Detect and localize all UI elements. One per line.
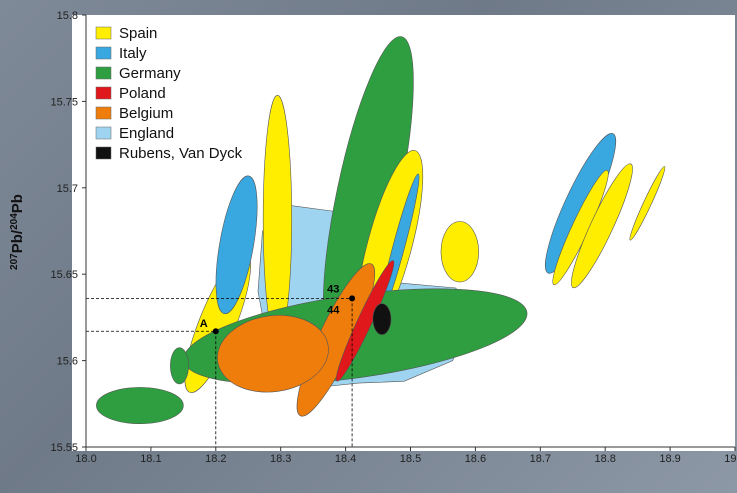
field-germany-14 bbox=[96, 387, 184, 424]
legend-label-poland: Poland bbox=[119, 85, 166, 102]
sample-point-1 bbox=[349, 295, 356, 302]
x-tick-label-6: 18.6 bbox=[465, 453, 486, 465]
field-spain-11 bbox=[629, 166, 666, 241]
y-axis-label-sup1: 207 bbox=[9, 253, 20, 270]
field-spain-2 bbox=[262, 95, 293, 343]
y-tick-label-5: 15.8 bbox=[57, 10, 78, 22]
legend-label-rubens: Rubens, Van Dyck bbox=[119, 145, 243, 162]
legend-swatch-belgium bbox=[95, 106, 112, 120]
y-axis-label: 207Pb/204Pb bbox=[9, 194, 26, 270]
y-tick-label-2: 15.65 bbox=[50, 269, 78, 281]
y-tick-label-4: 15.75 bbox=[50, 96, 78, 108]
legend-label-italy: Italy bbox=[119, 45, 147, 62]
field-italy-6 bbox=[215, 175, 258, 315]
x-tick-label-10: 19.0 bbox=[724, 453, 737, 465]
sample-point-0 bbox=[212, 328, 219, 335]
legend-swatch-england bbox=[95, 126, 112, 140]
field-rubens-18 bbox=[372, 303, 392, 335]
annotations-layer: A 43 44 bbox=[86, 283, 356, 447]
x-tick-label-9: 18.9 bbox=[659, 453, 680, 465]
field-spain-7 bbox=[440, 221, 479, 283]
legend-swatch-poland bbox=[95, 86, 112, 100]
legend-swatch-spain bbox=[95, 26, 112, 40]
x-tick-label-5: 18.5 bbox=[400, 453, 421, 465]
legend-label-england: England bbox=[119, 125, 174, 142]
y-tick-label-1: 15.6 bbox=[57, 356, 78, 368]
legend: Spain Italy Germany Poland Belgium England Rub… bbox=[95, 25, 243, 162]
y-axis-label-base2: Pb bbox=[9, 194, 26, 213]
legend-swatch-germany bbox=[95, 66, 112, 80]
x-tick-label-4: 18.4 bbox=[335, 453, 356, 465]
y-tick-label-3: 15.7 bbox=[57, 183, 78, 195]
annotation-label-A: A bbox=[200, 318, 208, 330]
field-poland-17 bbox=[335, 260, 395, 382]
y-tick-label-0: 15.55 bbox=[50, 442, 78, 454]
x-tick-label-2: 18.2 bbox=[205, 453, 226, 465]
legend-swatch-rubens bbox=[95, 146, 112, 160]
y-axis-label-base1: Pb/ bbox=[9, 229, 26, 253]
legend-label-germany: Germany bbox=[119, 65, 181, 82]
field-germany-13 bbox=[170, 347, 189, 385]
x-tick-label-7: 18.7 bbox=[530, 453, 551, 465]
legend-label-belgium: Belgium bbox=[119, 105, 173, 122]
annotation-label-43: 43 bbox=[327, 283, 339, 295]
legend-swatch-italy bbox=[95, 46, 112, 60]
y-axis-label-sup2: 204 bbox=[9, 213, 20, 230]
fields-layer bbox=[96, 36, 666, 424]
annotation-label-44: 44 bbox=[327, 304, 340, 316]
field-belgium-16 bbox=[217, 314, 329, 393]
x-tick-label-3: 18.3 bbox=[270, 453, 291, 465]
x-tick-label-0: 18.0 bbox=[75, 453, 96, 465]
x-ticks: 18.0 18.1 18.2 18.3 18.4 18.5 18.6 18.7 18.8 18.9… bbox=[75, 447, 737, 465]
x-tick-label-1: 18.1 bbox=[140, 453, 161, 465]
field-spain-10 bbox=[571, 163, 633, 289]
legend-label-spain: Spain bbox=[119, 25, 157, 42]
y-ticks: 15.55 15.6 15.65 15.7 15.75 15.8 bbox=[50, 10, 86, 454]
x-tick-label-8: 18.8 bbox=[594, 453, 615, 465]
